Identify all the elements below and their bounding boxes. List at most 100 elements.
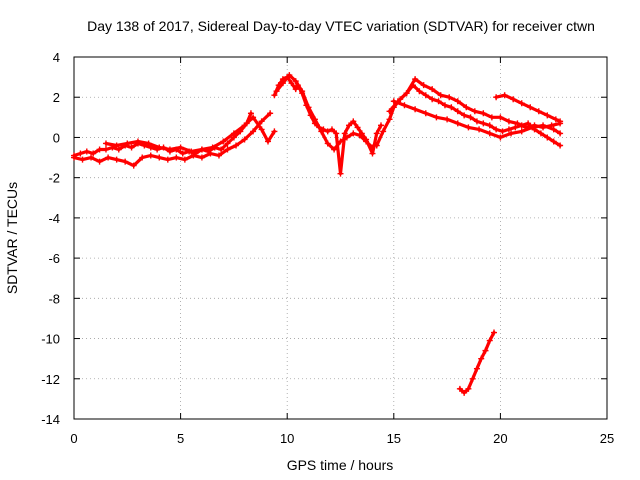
data-point (230, 130, 237, 137)
data-point (198, 146, 205, 153)
data-point (79, 156, 86, 163)
data-point (510, 96, 517, 103)
data-point (128, 144, 135, 151)
data-point (505, 126, 512, 133)
data-point (480, 120, 487, 127)
series-arc-b (71, 110, 274, 169)
data-point (456, 385, 463, 392)
data-point (233, 142, 240, 149)
series-arc-c (102, 114, 278, 155)
x-tick-label: 5 (177, 431, 184, 446)
data-point (463, 104, 470, 111)
data-point (88, 154, 95, 161)
data-point (401, 102, 408, 109)
x-tick-label: 20 (493, 431, 507, 446)
x-tick-label: 0 (70, 431, 77, 446)
data-point (518, 128, 525, 135)
data-point (544, 134, 551, 141)
data-point (497, 114, 504, 121)
data-point (491, 329, 498, 336)
data-point (324, 128, 331, 135)
x-tick-label: 15 (387, 431, 401, 446)
data-point (441, 102, 448, 109)
data-point (557, 130, 564, 137)
data-point (324, 140, 331, 147)
data-point (386, 108, 393, 115)
data-point (145, 140, 152, 147)
data-point (373, 142, 380, 149)
data-point (90, 150, 97, 157)
data-point (71, 154, 77, 161)
data-point (113, 142, 120, 149)
data-point (505, 118, 512, 125)
data-point (535, 108, 542, 115)
data-point (412, 76, 419, 83)
data-point (198, 154, 205, 161)
data-point (369, 150, 376, 157)
data-point (486, 130, 493, 137)
data-point (480, 110, 487, 117)
data-point (156, 154, 163, 161)
data-point (514, 120, 521, 127)
data-point (486, 122, 493, 129)
data-point (454, 108, 461, 115)
data-point (130, 162, 137, 169)
data-point (454, 98, 461, 105)
data-point (190, 152, 197, 159)
data-point (224, 140, 231, 147)
series-arc-e (273, 72, 376, 153)
data-point (122, 158, 129, 165)
data-point (286, 72, 293, 79)
data-point (373, 130, 380, 137)
data-point (454, 120, 461, 127)
data-point (164, 156, 171, 163)
data-point (215, 152, 222, 159)
data-point (96, 158, 103, 165)
data-point (179, 150, 186, 157)
data-point (380, 128, 387, 135)
data-point (422, 92, 429, 99)
data-point (292, 78, 299, 85)
data-point (83, 148, 90, 155)
data-point (166, 146, 173, 153)
data-point (156, 144, 163, 151)
data-point (557, 142, 564, 149)
data-point (299, 88, 306, 95)
data-point (292, 86, 299, 93)
data-point (318, 128, 325, 135)
data-point (508, 130, 515, 137)
data-point (537, 130, 544, 137)
data-point (501, 92, 508, 99)
data-point (241, 122, 248, 129)
data-point (96, 146, 103, 153)
data-point (552, 116, 559, 123)
data-point (493, 126, 500, 133)
data-point (343, 134, 350, 141)
data-point (333, 130, 340, 137)
data-point (346, 122, 353, 129)
data-point (207, 150, 214, 157)
data-point (369, 144, 376, 151)
data-point (305, 104, 312, 111)
data-point (356, 132, 363, 139)
y-axis-label: SDTVAR / TECUs (4, 182, 20, 294)
data-point (444, 116, 451, 123)
y-tick-label: -14 (41, 412, 60, 427)
data-point (493, 94, 500, 101)
data-point (482, 347, 489, 354)
y-tick-label: -12 (41, 372, 60, 387)
x-axis-label: GPS time / hours (287, 457, 394, 473)
data-point (550, 138, 557, 145)
data-point (265, 138, 272, 145)
data-point (557, 118, 564, 125)
data-point (288, 80, 295, 87)
data-point (471, 108, 478, 115)
data-point (267, 110, 274, 117)
data-point (102, 146, 109, 153)
data-point (77, 150, 84, 157)
data-point (181, 156, 188, 163)
plot-frame (73, 56, 608, 420)
data-point (354, 124, 361, 131)
data-point (311, 116, 318, 123)
y-tick-label: -4 (48, 211, 60, 226)
